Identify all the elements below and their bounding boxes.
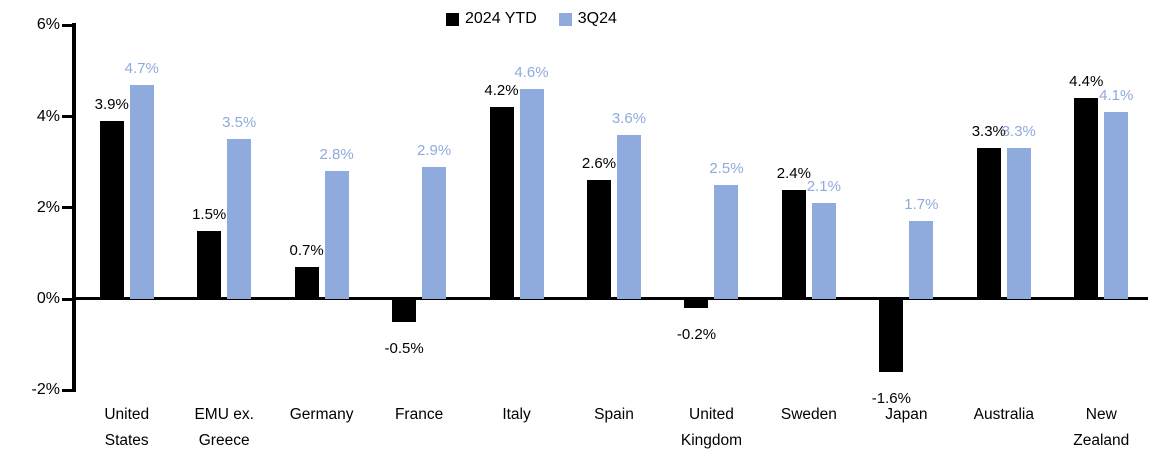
y-axis-spine <box>72 23 76 392</box>
bar-2024-ytd-australia <box>976 148 1001 299</box>
bar-3q24-australia <box>1006 148 1031 299</box>
legend-swatch-2024-ytd-icon <box>446 12 459 26</box>
y-tick-label-2: -2% <box>31 381 60 399</box>
y-tick-label-4: 4% <box>36 107 60 125</box>
bar-2024-ytd-japan <box>879 299 904 372</box>
value-label-2024-ytd-italy: 4.2% <box>484 82 519 100</box>
bar-3q24-new-zealand <box>1104 111 1129 299</box>
bar-2024-ytd-france <box>392 299 417 322</box>
y-tick-label-2: 2% <box>36 198 60 216</box>
x-label-australia: Australia <box>973 406 1034 423</box>
bar-3q24-sweden <box>811 203 836 299</box>
bar-3q24-spain <box>617 134 641 299</box>
bar-2024-ytd-united-states <box>99 121 124 299</box>
value-label-3q24-germany: 2.8% <box>319 146 354 164</box>
y-tick-4 <box>62 115 75 118</box>
legend-item-3q24: 3Q24 <box>558 10 617 28</box>
value-label-2024-ytd-germany: 0.7% <box>289 242 324 260</box>
value-label-2024-ytd-united-kingdom: -0.2% <box>676 326 717 344</box>
value-label-3q24-spain: 3.6% <box>611 109 647 127</box>
legend-swatch-3q24-icon <box>558 12 572 26</box>
value-label-2024-ytd-united-states: 3.9% <box>94 96 129 114</box>
x-label-spain: Spain <box>594 406 634 423</box>
y-tick-label-0: 0% <box>36 290 60 307</box>
x-label-japan: Japan <box>885 406 928 423</box>
value-label-2024-ytd-emu-ex-greece: 1.5% <box>192 205 227 223</box>
x-label-germany: Germany <box>289 406 354 423</box>
y-tick-0 <box>62 297 75 301</box>
value-label-3q24-italy: 4.6% <box>514 64 549 82</box>
legend-label-2024-ytd: 2024 YTD <box>465 10 537 27</box>
bar-3q24-japan <box>909 221 934 299</box>
bar-3q24-italy <box>519 89 544 299</box>
value-label-3q24-emu-ex-greece: 3.5% <box>222 114 257 132</box>
legend-item-2024-ytd: 2024 YTD <box>446 10 537 28</box>
value-label-2024-ytd-new-zealand: 4.4% <box>1069 73 1104 91</box>
y-tick-2 <box>62 206 75 210</box>
bar-2024-ytd-spain <box>587 180 611 299</box>
bar-2024-ytd-new-zealand <box>1074 98 1099 299</box>
y-tick-6 <box>62 23 75 27</box>
y-tick-2 <box>62 388 75 392</box>
bar-3q24-germany <box>324 171 349 299</box>
value-label-3q24-united-states: 4.7% <box>124 59 159 77</box>
x-label-sweden: Sweden <box>780 406 837 423</box>
value-label-2024-ytd-sweden: 2.4% <box>776 164 811 182</box>
bar-3q24-united-states <box>129 84 154 299</box>
value-label-3q24-japan: 1.7% <box>904 196 939 214</box>
bar-3q24-france <box>422 166 447 299</box>
bar-3q24-united-kingdom <box>714 184 739 299</box>
y-tick-label-6: 6% <box>36 16 60 34</box>
value-label-2024-ytd-japan: -1.6% <box>871 390 911 407</box>
legend-label-3q24: 3Q24 <box>577 10 617 27</box>
bar-2024-ytd-emu-ex-greece <box>197 230 222 299</box>
bar-2024-ytd-united-kingdom <box>684 299 709 309</box>
value-label-2024-ytd-france: -0.5% <box>384 339 424 357</box>
value-label-2024-ytd-australia: 3.3% <box>971 123 1006 141</box>
value-label-3q24-united-kingdom: 2.5% <box>709 159 744 177</box>
value-label-3q24-new-zealand: 4.1% <box>1099 86 1134 104</box>
value-label-3q24-sweden: 2.1% <box>806 178 841 196</box>
legend: 2024 YTD 3Q24 <box>446 10 617 28</box>
bar-2024-ytd-italy <box>489 107 514 299</box>
bar-3q24-emu-ex-greece <box>227 139 252 299</box>
x-label-new-zealand: New Zealand <box>1073 406 1130 449</box>
x-label-france: France <box>394 406 444 423</box>
bar-2024-ytd-germany <box>294 267 319 299</box>
value-label-3q24-france: 2.9% <box>416 141 452 159</box>
bar-2024-ytd-sweden <box>781 189 806 299</box>
x-label-united-states: United States <box>104 406 150 449</box>
x-label-italy: Italy <box>502 406 531 423</box>
x-label-emu-ex-greece: EMU ex. Greece <box>194 406 254 449</box>
x-label-united-kingdom: United Kingdom <box>680 406 743 449</box>
value-label-3q24-australia: 3.3% <box>1001 123 1036 141</box>
value-label-2024-ytd-spain: 2.6% <box>581 155 617 173</box>
